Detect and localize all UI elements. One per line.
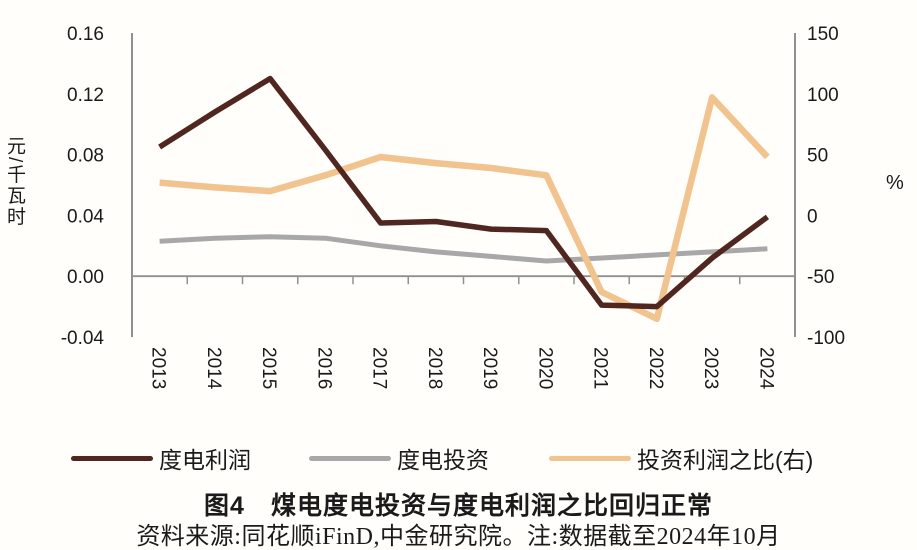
x-axis-label-2024: 2024 xyxy=(755,347,776,390)
x-axis-ticks xyxy=(131,276,796,285)
y-axis-left-labels: 0.16 0.12 0.08 0.04 0.00 -0.04 xyxy=(61,24,105,349)
y-left-tick-label: 0.12 xyxy=(67,85,104,106)
y-left-tick-label: 0.16 xyxy=(67,24,104,45)
y-right-tick-label: -100 xyxy=(807,328,845,349)
source-note: 资料来源:同花顺iFinD,中金研究院。注:数据截至2024年10月 xyxy=(136,524,781,550)
chart-canvas: 0.16 0.12 0.08 0.04 0.00 -0.04 150 100 50 0 -50 -1… xyxy=(61,24,845,390)
x-axis-labels: 2013 2014 2015 2016 2017 2018 2019 2020 2021 2022… xyxy=(148,347,777,390)
right-axis-title: % xyxy=(886,172,904,194)
x-axis-label-2019: 2019 xyxy=(479,347,500,389)
x-axis-label-2015: 2015 xyxy=(258,347,279,389)
profit-line-swatch xyxy=(71,455,153,461)
legend-item-investment: 度电投资 xyxy=(309,442,489,474)
y-left-tick-label: 0.08 xyxy=(67,146,104,167)
y-left-tick-label: -0.04 xyxy=(61,328,105,349)
investment-line-swatch xyxy=(309,455,391,461)
x-axis-label-2013: 2013 xyxy=(148,347,169,389)
investment-line xyxy=(159,234,768,264)
y-right-tick-label: -50 xyxy=(807,267,834,288)
legend: 度电利润 度电投资 投资利润之比(右) xyxy=(0,442,917,474)
legend-label-profit: 度电利润 xyxy=(159,447,251,473)
axis-lines xyxy=(131,33,796,337)
x-axis-label-2022: 2022 xyxy=(645,347,666,389)
y-axis-right-labels: 150 100 50 0 -50 -100 xyxy=(807,24,845,349)
ratio-line xyxy=(159,94,770,323)
left-axis-title: 元/千瓦时 xyxy=(4,136,25,228)
x-axis-label-2014: 2014 xyxy=(203,347,224,390)
legend-item-ratio: 投资利润之比(右) xyxy=(549,442,813,474)
legend-item-profit: 度电利润 xyxy=(71,442,251,474)
series-lines xyxy=(158,75,770,323)
x-axis-label-2021: 2021 xyxy=(590,347,611,389)
y-right-tick-label: 0 xyxy=(807,206,818,227)
x-axis-label-2018: 2018 xyxy=(424,347,445,389)
y-left-tick-label: 0.00 xyxy=(67,267,104,288)
profit-line xyxy=(158,75,770,310)
x-axis-label-2023: 2023 xyxy=(700,347,721,389)
y-right-tick-label: 150 xyxy=(807,24,839,45)
y-right-tick-label: 100 xyxy=(807,85,839,106)
x-axis-label-2016: 2016 xyxy=(313,347,334,389)
y-right-tick-label: 50 xyxy=(807,146,828,167)
ratio-line-swatch xyxy=(549,455,631,461)
x-axis-label-2020: 2020 xyxy=(534,347,555,389)
legend-label-investment: 度电投资 xyxy=(397,447,489,473)
figure-title: 图4 煤电度电投资与度电利润之比回归正常 xyxy=(204,492,713,520)
legend-label-ratio: 投资利润之比(右) xyxy=(637,447,814,473)
y-left-tick-label: 0.04 xyxy=(67,206,104,227)
x-axis-label-2017: 2017 xyxy=(369,347,390,389)
